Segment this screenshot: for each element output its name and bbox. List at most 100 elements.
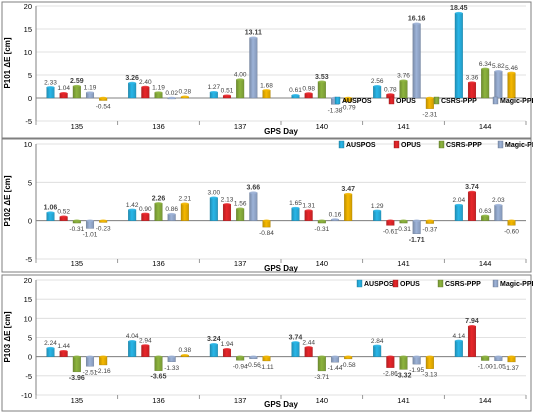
data-label: 3.66 <box>247 185 261 192</box>
data-label: 1.31 <box>302 203 315 210</box>
bar-cap <box>59 215 68 218</box>
bar-auspos-140 <box>291 207 300 221</box>
bar-cap <box>304 92 313 95</box>
data-label: 2.26 <box>152 195 166 202</box>
data-label: 1.29 <box>371 203 384 210</box>
bar-cap <box>181 202 189 205</box>
x-tick-label: 140 <box>316 122 329 131</box>
bar-cap <box>141 344 150 347</box>
data-label: 2.33 <box>44 79 57 86</box>
bar-cap <box>318 219 326 222</box>
data-label: 3.36 <box>466 75 479 82</box>
bar-cap <box>412 22 421 25</box>
y-axis-title: P103 ΔE [cm] <box>3 311 12 362</box>
bar-auspos-137 <box>209 344 218 357</box>
bar-cap <box>59 349 68 353</box>
data-label: -1.44 <box>328 365 343 372</box>
bar-cap <box>249 36 258 39</box>
bar-opus-144 <box>467 191 477 221</box>
bar-cap <box>46 86 55 89</box>
bar-magic-ppp-135 <box>85 356 95 367</box>
data-label: 4.04 <box>126 333 139 340</box>
bar-csrs-ppp-137 <box>236 79 245 99</box>
bar-cap <box>181 354 189 357</box>
bar-magic-ppp-137 <box>249 192 258 221</box>
bar-opus-136 <box>141 86 150 99</box>
data-label: 1.04 <box>57 85 70 92</box>
bar-cap <box>128 339 136 343</box>
data-label: -1.95 <box>409 367 424 374</box>
bar-cap <box>210 90 218 94</box>
legend-label: CSRS-PPP <box>441 98 477 105</box>
data-label: 5.82 <box>492 63 505 70</box>
x-tick-label: 135 <box>71 396 84 405</box>
bar-cap <box>426 96 434 100</box>
x-tick-label: 136 <box>152 122 165 131</box>
bar-gaps-ppp-140 <box>344 193 353 221</box>
bar-cap <box>99 219 107 222</box>
data-label: 0.38 <box>179 347 192 354</box>
bar-cap <box>210 196 218 199</box>
bar-cap <box>494 355 503 358</box>
bar-magic-ppp-141 <box>412 220 421 234</box>
bar-cap <box>86 219 94 222</box>
data-label: -2.16 <box>96 368 111 375</box>
data-label: 2.24 <box>44 340 57 347</box>
bar-cap <box>412 219 421 222</box>
bar-cap <box>344 96 352 100</box>
chart-panel-P102: -505101.060.52-0.31-1.01-0.231351.420.90… <box>1 138 533 273</box>
bar-cap <box>481 67 489 71</box>
bar-cap <box>73 84 81 88</box>
legend-swatch-auspos <box>338 140 345 149</box>
bar-auspos-144 <box>454 12 463 99</box>
bar-cap <box>210 343 218 346</box>
x-tick-label: 140 <box>316 259 329 268</box>
y-tick-label: 5 <box>28 71 32 80</box>
data-label: 2.94 <box>139 337 152 344</box>
bar-csrs-ppp-140 <box>317 356 326 372</box>
data-label: 7.94 <box>465 318 479 325</box>
data-label: 1.42 <box>126 202 139 209</box>
data-label: 0.61 <box>289 87 302 94</box>
data-label: 2.56 <box>371 78 384 85</box>
data-label: 4.00 <box>234 72 247 79</box>
bar-cap <box>481 214 489 218</box>
x-tick-label: 136 <box>152 396 165 405</box>
data-label: 18.45 <box>450 5 468 12</box>
bar-cap <box>154 355 163 358</box>
x-axis-title: GPS Day <box>264 264 298 273</box>
data-label: 3.26 <box>125 75 139 82</box>
bar-opus-144 <box>467 326 477 357</box>
bar-cap <box>249 191 258 194</box>
data-label: -0.23 <box>96 225 111 232</box>
bar-cap <box>331 355 339 358</box>
x-tick-label: 140 <box>316 396 329 405</box>
bar-cap <box>223 348 231 351</box>
bar-cap <box>468 190 476 194</box>
data-label: 0.86 <box>165 206 178 213</box>
data-label: -1.33 <box>164 365 179 372</box>
bar-cap <box>426 219 434 222</box>
bar-auspos-141 <box>373 210 382 221</box>
data-label: 0.90 <box>139 206 152 213</box>
x-tick-label: 137 <box>234 122 247 131</box>
bar-csrs-ppp-135 <box>72 85 81 99</box>
data-label: 3.74 <box>465 184 479 191</box>
legend-label: AUSPOS <box>346 142 376 149</box>
bar-csrs-ppp-141 <box>399 356 408 370</box>
data-label: 1.27 <box>207 84 220 91</box>
bar-auspos-135 <box>46 212 55 221</box>
y-tick-label: 5 <box>28 334 32 343</box>
data-label: -1.05 <box>491 364 506 371</box>
y-tick-label: 0 <box>28 353 32 362</box>
bar-cap <box>412 355 421 358</box>
bar-cap <box>181 95 189 98</box>
panel-frame <box>1 274 532 412</box>
chart-panel-P101: -5051015202.331.042.591.19-0.541353.262.… <box>1 1 533 139</box>
data-label: -0.94 <box>233 363 248 370</box>
bar-cap <box>507 219 516 222</box>
bar-cap <box>86 355 94 358</box>
bar-cap <box>455 203 463 207</box>
data-label: -1.01 <box>83 231 98 238</box>
